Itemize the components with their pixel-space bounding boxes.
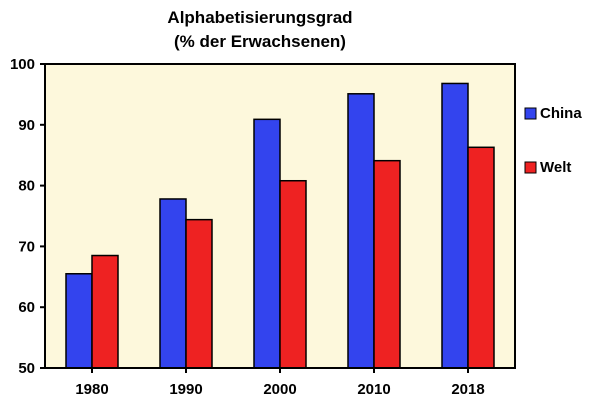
x-tick-label: 2000 — [263, 381, 296, 398]
bar-welt-2018 — [467, 146, 495, 369]
y-tick-label: 80 — [18, 178, 35, 195]
x-tick-label: 1980 — [75, 381, 108, 398]
plot-frame — [44, 63, 516, 369]
y-tick-label: 60 — [18, 299, 35, 316]
y-tick-label: 100 — [10, 56, 35, 73]
y-tick-label: 50 — [18, 360, 35, 377]
bars-group — [65, 82, 495, 369]
legend-swatch-china — [524, 107, 537, 120]
bar-china-1980 — [65, 273, 93, 369]
bar-china-2010 — [347, 93, 375, 369]
y-axis: 50 60 70 80 90 100 — [10, 56, 45, 377]
legend-swatch-welt — [524, 161, 537, 174]
chart-title-line2: (% der Erwachsenen) — [174, 32, 346, 51]
bar-welt-1980 — [91, 254, 119, 369]
bar-welt-2000 — [279, 179, 307, 369]
x-tick-label: 2018 — [451, 381, 484, 398]
bar-china-2000 — [253, 118, 281, 369]
x-axis: 1980 1990 2000 2010 2018 — [75, 368, 485, 398]
legend-label-china: China — [540, 105, 582, 122]
legend-label-welt: Welt — [540, 159, 571, 176]
y-tick-label: 70 — [18, 238, 35, 255]
x-tick-label: 2010 — [357, 381, 390, 398]
legend: China Welt — [524, 105, 582, 176]
x-tick-label: 1990 — [169, 381, 202, 398]
bar-welt-1990 — [185, 218, 213, 369]
y-tick-label: 90 — [18, 117, 35, 134]
chart-title-line1: Alphabetisierungsgrad — [167, 8, 353, 27]
bar-china-2018 — [441, 82, 469, 369]
bar-welt-2010 — [373, 159, 401, 369]
bar-china-1990 — [159, 198, 187, 369]
